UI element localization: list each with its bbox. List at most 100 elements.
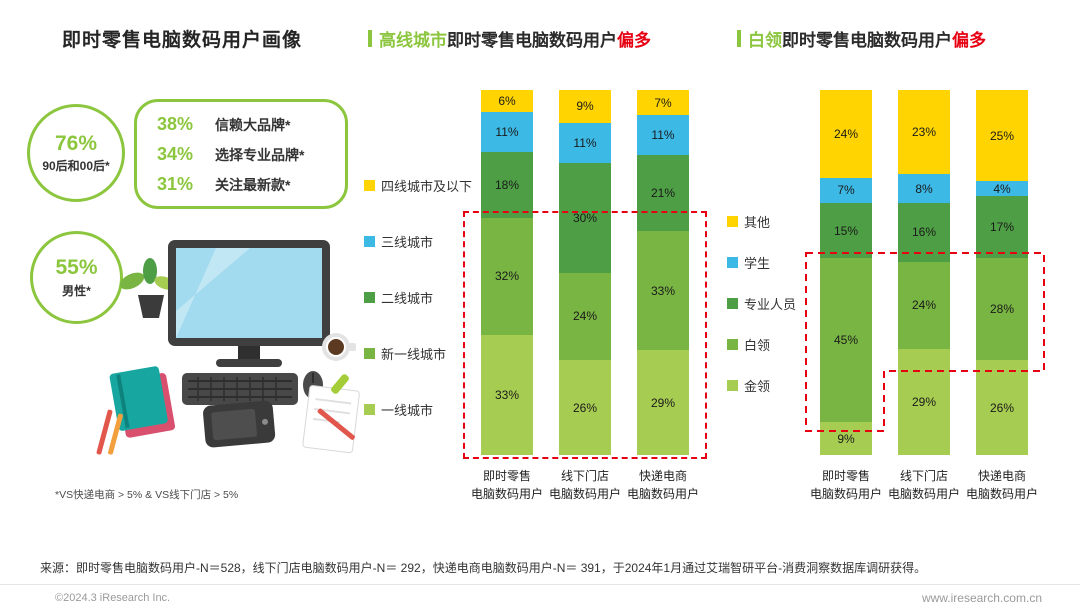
- section-title-emphasis: 偏多: [952, 31, 986, 50]
- stat-label: 男性*: [62, 283, 91, 298]
- stat-value: 31%: [157, 173, 194, 194]
- legend-label: 四线城市及以下: [381, 179, 473, 194]
- chart2-bars: 24% 7% 15% 45% 9% 23% 8% 16% 24% 29% 25% 4% 17% 28% 26…: [820, 90, 1028, 455]
- pencil-icon: [96, 409, 123, 455]
- stat-box-brand-preferences: 38% 信赖大品牌* 34% 选择专业品牌* 31% 关注最新款*: [134, 99, 348, 209]
- stacked-bar: 6% 11% 18% 32% 33%: [481, 90, 533, 455]
- website-url: www.iresearch.com.cn: [921, 591, 1042, 605]
- stacked-bar: 24% 7% 15% 45% 9%: [820, 90, 872, 455]
- legend-label: 白领: [744, 338, 771, 353]
- bar-segment: 33%: [637, 230, 689, 351]
- section-title-highlight: 白领: [748, 31, 782, 50]
- green-bar-icon: [368, 30, 372, 47]
- stacked-bar: 7% 11% 21% 33% 29%: [637, 90, 689, 455]
- legend-color-swatch-icon: [727, 339, 738, 350]
- axis-category-label: 即时零售 电脑数码用户: [809, 469, 882, 501]
- bar-segment: 4%: [976, 181, 1028, 196]
- stat-label: 90后和00后*: [42, 159, 110, 174]
- footnote: *VS快递电商 > 5% & VS线下门店 > 5%: [55, 489, 239, 501]
- legend-item: 二线城市: [364, 288, 472, 307]
- stacked-bar: 23% 8% 16% 24% 29%: [898, 90, 950, 455]
- coffee-cup-icon: [322, 333, 356, 361]
- bar-segment: 29%: [898, 349, 950, 455]
- axis-category-label: 线下门店 电脑数码用户: [548, 469, 621, 501]
- stat-circle-gender: 55% 男性*: [30, 231, 123, 324]
- stat-value: 34%: [157, 143, 194, 164]
- chart1-legend: 四线城市及以下 三线城市二线城市新一线城市一线城市: [364, 176, 472, 419]
- bar-segment: 11%: [481, 111, 533, 153]
- stat-value: 55%: [55, 256, 98, 280]
- axis-category-label: 线下门店 电脑数码用户: [887, 469, 960, 501]
- section-title-text: 即时零售电脑数码用户: [782, 31, 952, 50]
- desk-illustration: [96, 240, 360, 455]
- bar-segment: 9%: [559, 90, 611, 123]
- legend-color-swatch-icon: [364, 180, 375, 191]
- bar-segment: 26%: [976, 360, 1028, 455]
- bar-segment: 7%: [637, 90, 689, 116]
- legend-item: 三线城市: [364, 232, 472, 251]
- legend-item: 金领: [727, 376, 796, 395]
- bar-segment: 30%: [559, 163, 611, 273]
- stat-circle-age: 76% 90后和00后*: [27, 104, 125, 202]
- bar-segment: 29%: [637, 350, 689, 455]
- legend-label: 一线城市: [381, 403, 434, 418]
- stat-value: 76%: [54, 131, 98, 155]
- green-bar-icon: [737, 30, 741, 47]
- chart2-legend: 其他学生专业人员白领金领: [727, 212, 796, 395]
- bar-segment: 17%: [976, 195, 1028, 258]
- chart1-bars: 6% 11% 18% 32% 33% 9% 11% 30% 24% 26% 7% 11% 21% 33% 2…: [481, 90, 689, 455]
- stat-value: 38%: [157, 113, 194, 134]
- chart1-category-labels: 即时零售 电脑数码用户 线下门店 电脑数码用户 快递电商 电脑数码用户: [468, 467, 702, 503]
- legend-item: 新一线城市: [364, 344, 472, 363]
- stat-row: 31% 关注最新款*: [157, 174, 325, 195]
- stat-row: 34% 选择专业品牌*: [157, 144, 325, 165]
- keyboard-icon: [182, 373, 298, 405]
- copyright: ©2024.3 iResearch Inc.: [55, 592, 171, 604]
- bar-segment: 28%: [976, 257, 1028, 361]
- section-title-text: 即时零售电脑数码用户: [447, 31, 617, 50]
- stat-label: 选择专业品牌*: [215, 146, 305, 163]
- bar-segment: 21%: [637, 155, 689, 231]
- source-note: 来源：即时零售电脑数码用户-N＝528，线下门店电脑数码用户-N＝ 292，快递…: [40, 561, 927, 575]
- bar-segment: 7%: [820, 177, 872, 204]
- stat-label: 关注最新款*: [215, 176, 291, 193]
- axis-category-label: 即时零售 电脑数码用户: [470, 469, 543, 501]
- marker-icon: [331, 374, 349, 394]
- legend-label: 其他: [744, 215, 771, 230]
- bar-segment: 24%: [898, 261, 950, 350]
- bar-segment: 32%: [481, 217, 533, 335]
- legend-color-swatch-icon: [727, 216, 738, 227]
- bar-segment: 23%: [898, 90, 950, 174]
- bar-segment: 16%: [898, 203, 950, 262]
- legend-label: 新一线城市: [381, 347, 447, 362]
- bar-segment: 11%: [559, 122, 611, 164]
- legend-label: 专业人员: [744, 297, 797, 312]
- legend-item: 学生: [727, 253, 796, 272]
- legend-color-swatch-icon: [727, 380, 738, 391]
- bar-segment: 15%: [820, 203, 872, 258]
- legend-label: 三线城市: [381, 235, 434, 250]
- section-title-occupation: 白领 即时零售电脑数码用户 偏多: [737, 26, 986, 51]
- stacked-bar: 9% 11% 30% 24% 26%: [559, 90, 611, 455]
- bar-segment: 9%: [820, 422, 872, 455]
- legend-color-swatch-icon: [364, 292, 375, 303]
- graphics-tablet-icon: [203, 400, 276, 448]
- monitor-icon: [168, 240, 330, 367]
- page-title: 即时零售电脑数码用户画像: [62, 30, 303, 51]
- stacked-bar: 25% 4% 17% 28% 26%: [976, 90, 1028, 455]
- section-title-emphasis: 偏多: [617, 31, 651, 50]
- legend-item: 其他: [727, 212, 796, 231]
- section-title-city-tier: 高线城市 即时零售电脑数码用户 偏多: [368, 26, 651, 51]
- bar-segment: 24%: [559, 272, 611, 361]
- bar-segment: 33%: [481, 334, 533, 455]
- legend-color-swatch-icon: [364, 236, 375, 247]
- bar-segment: 24%: [820, 90, 872, 178]
- notebook-icon: [109, 366, 176, 438]
- stat-label: 信赖大品牌*: [215, 116, 291, 133]
- chart2-category-labels: 即时零售 电脑数码用户 线下门店 电脑数码用户 快递电商 电脑数码用户: [807, 467, 1041, 503]
- axis-category-label: 快递电商 电脑数码用户: [965, 469, 1038, 501]
- clipboard-icon: [302, 385, 360, 454]
- legend-label: 金领: [744, 379, 771, 394]
- legend-item: 一线城市: [364, 400, 472, 419]
